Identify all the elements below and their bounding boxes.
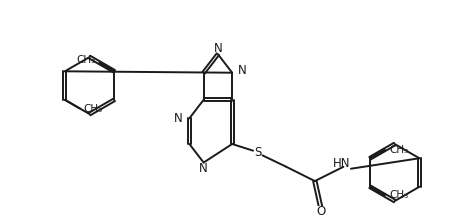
Text: S: S (254, 146, 261, 159)
Text: O: O (316, 205, 325, 217)
Text: HN: HN (333, 156, 350, 169)
Text: CH₃: CH₃ (390, 145, 409, 155)
Text: CH₃: CH₃ (77, 55, 95, 65)
Text: N: N (199, 162, 208, 175)
Text: CH₃: CH₃ (84, 104, 103, 114)
Text: CH₃: CH₃ (390, 190, 409, 200)
Text: N: N (238, 64, 247, 77)
Text: N: N (174, 112, 183, 125)
Text: N: N (213, 42, 222, 55)
